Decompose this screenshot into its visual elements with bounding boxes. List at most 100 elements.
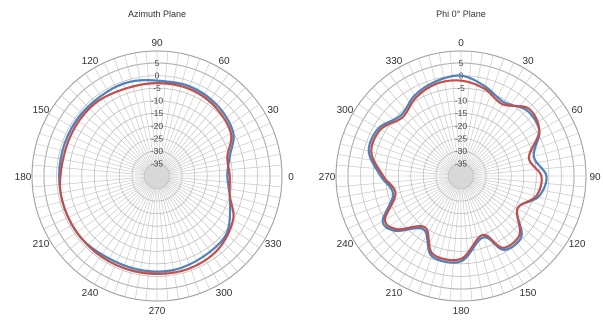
grid-spoke xyxy=(469,87,550,168)
grid-spoke xyxy=(134,188,156,300)
grid-spoke xyxy=(372,87,453,168)
grid-spoke xyxy=(48,182,147,239)
grid-spoke xyxy=(471,104,564,170)
grid-spoke xyxy=(168,181,271,230)
grid-spoke xyxy=(94,67,151,166)
grid-spoke xyxy=(465,58,505,165)
radial-tick-label: -30 xyxy=(455,146,468,156)
grid-spoke xyxy=(68,184,149,265)
grid-spoke xyxy=(428,55,459,164)
grid-spoke xyxy=(336,164,449,176)
angle-label: 90 xyxy=(151,38,163,49)
grid-spoke xyxy=(467,186,533,279)
grid-spoke xyxy=(398,67,455,166)
grid-spoke xyxy=(33,153,145,175)
series-line-red xyxy=(58,82,235,275)
grid-spoke xyxy=(336,176,449,188)
grid-spoke xyxy=(167,104,260,170)
angle-label: 330 xyxy=(386,56,403,67)
angle-label: 30 xyxy=(522,56,534,67)
grid-spoke xyxy=(158,188,180,300)
grid-spoke xyxy=(473,177,585,199)
azimuth-plane-chart: Azimuth Plane 5 0 -5 -10 -15 -20 -25 -30 -35 90 60 3… xyxy=(15,9,295,317)
grid-spoke xyxy=(157,188,169,301)
grid-spoke xyxy=(163,67,220,166)
grid-spoke xyxy=(85,73,151,166)
angle-label: 210 xyxy=(33,239,50,250)
grid-spoke xyxy=(473,153,585,175)
grid-spoke xyxy=(54,104,147,170)
grid-spoke xyxy=(473,143,582,174)
grid-spoke xyxy=(467,67,524,166)
grid-spoke xyxy=(467,73,533,166)
grid-spoke xyxy=(347,181,450,230)
grid-spoke xyxy=(463,55,494,164)
grid-spoke xyxy=(470,95,557,169)
grid-spoke xyxy=(39,132,146,172)
angle-label: 180 xyxy=(15,172,32,183)
grid-spoke xyxy=(124,55,155,164)
grid-spoke xyxy=(166,95,253,169)
grid-spoke xyxy=(389,186,455,279)
grid-spoke xyxy=(158,52,180,164)
grid-spoke xyxy=(380,80,454,167)
angle-label: 120 xyxy=(82,56,99,67)
grid-spoke xyxy=(461,51,473,164)
grid-spoke xyxy=(471,113,570,170)
grid-spoke xyxy=(43,122,146,171)
angle-label: 60 xyxy=(571,105,583,116)
grid-spoke xyxy=(85,186,151,279)
grid-spoke xyxy=(461,188,473,301)
grid-spoke xyxy=(407,187,456,290)
grid-spoke xyxy=(145,51,157,164)
grid-spoke xyxy=(169,177,281,199)
angle-label: 270 xyxy=(319,172,336,183)
grid-spoke xyxy=(352,182,451,239)
grid-spoke xyxy=(159,55,190,164)
grid-spoke xyxy=(113,187,153,294)
grid-spoke xyxy=(469,184,550,265)
radial-tick-label: -5 xyxy=(457,83,465,93)
grid-spoke xyxy=(472,122,575,171)
grid-spoke xyxy=(54,182,147,248)
grid-spoke xyxy=(163,186,220,285)
angle-label: 270 xyxy=(149,306,166,317)
angle-label: 150 xyxy=(520,288,537,299)
grid-spoke xyxy=(169,176,282,188)
grid-spoke xyxy=(473,178,582,209)
radial-tick-label: 0 xyxy=(155,71,160,81)
grid-spoke xyxy=(39,180,146,220)
grid-spoke xyxy=(168,180,275,220)
grid-spoke xyxy=(465,187,505,294)
phi-0-plane-chart: Phi 0° Plane50-5-10-15-20-25-30-35030609… xyxy=(319,9,601,317)
grid-spoke xyxy=(473,176,586,188)
grid-spoke xyxy=(162,187,211,290)
grid-spoke xyxy=(161,187,201,294)
grid-spoke xyxy=(113,58,153,165)
angle-label: 180 xyxy=(453,306,470,317)
grid-spoke xyxy=(343,180,450,220)
grid-spoke xyxy=(164,185,238,272)
grid-spoke xyxy=(358,104,451,170)
grid-spoke xyxy=(168,122,271,171)
angle-label: 240 xyxy=(337,239,354,250)
grid-spoke xyxy=(428,188,459,297)
grid-spoke xyxy=(76,185,150,272)
grid-spoke xyxy=(32,164,145,176)
grid-spoke xyxy=(103,187,152,290)
grid-spoke xyxy=(157,51,169,164)
grid-spoke xyxy=(471,182,570,239)
angle-label: 30 xyxy=(267,105,279,116)
angle-label: 240 xyxy=(82,288,99,299)
grid-spoke xyxy=(372,184,453,265)
series-line-red xyxy=(370,79,543,262)
grid-spoke xyxy=(134,52,156,164)
grid-spoke xyxy=(343,132,450,172)
grid-spoke xyxy=(337,153,449,175)
grid-spoke xyxy=(358,182,451,248)
grid-spoke xyxy=(472,132,579,172)
grid-spoke xyxy=(161,58,201,165)
grid-spoke xyxy=(33,177,145,199)
grid-spoke xyxy=(169,143,278,174)
